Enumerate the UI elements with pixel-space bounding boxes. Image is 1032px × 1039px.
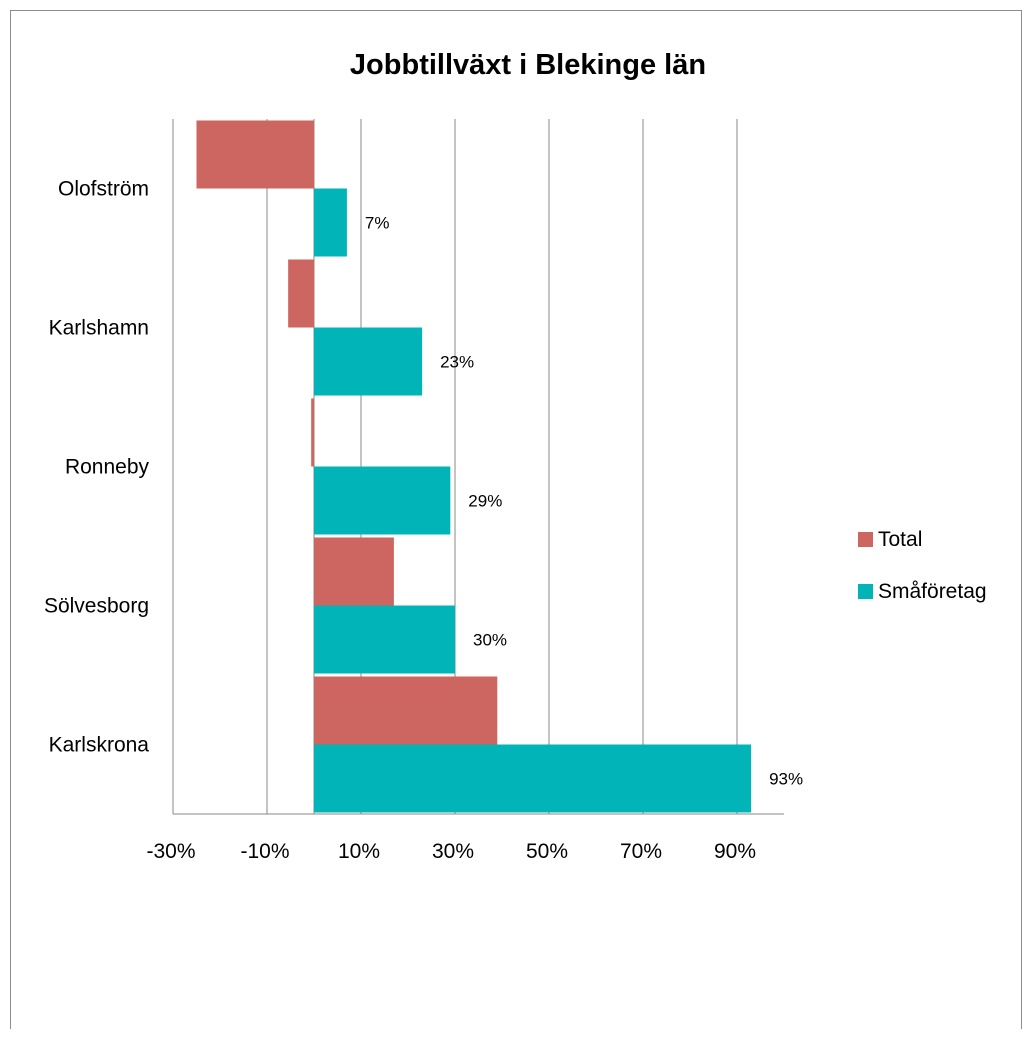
legend-label: Total [878,528,922,551]
bar-total [196,120,314,189]
x-tick-label: 70% [620,840,662,863]
bar-smaforetag [314,466,451,535]
bar-smaforetag [314,605,455,674]
data-label: 30% [473,631,507,650]
bar-smaforetag [314,188,347,257]
legend-swatch [858,532,873,547]
bar-chart: Jobbtillväxt i Blekinge län Olofström 7% Ka… [44,49,987,863]
data-label: 93% [769,770,803,789]
bar-smaforetag [314,327,423,396]
x-tick-label: -30% [146,840,195,863]
bar-total [288,259,314,328]
data-label: 29% [468,492,502,511]
category-label: Karlshamn [49,317,149,340]
x-tick-label: 50% [526,840,568,863]
category-label: Sölvesborg [44,595,149,618]
chart-title: Jobbtillväxt i Blekinge län [350,49,706,81]
data-label: 7% [365,214,390,233]
bar-total [314,537,394,606]
category-label: Ronneby [65,456,150,479]
legend-label: Småföretag [878,580,987,603]
chart-area: Jobbtillväxt i Blekinge län Olofström 7% Ka… [10,10,1022,1029]
legend-swatch [858,584,873,599]
bar-total [314,676,498,745]
x-tick-label: 90% [714,840,756,863]
category-label: Karlskrona [49,734,150,757]
x-tick-label: -10% [240,840,289,863]
bar-total [311,398,314,467]
data-label: 23% [440,353,474,372]
bar-smaforetag [314,744,752,813]
x-tick-label: 30% [432,840,474,863]
x-tick-label: 10% [338,840,380,863]
category-label: Olofström [58,178,149,201]
